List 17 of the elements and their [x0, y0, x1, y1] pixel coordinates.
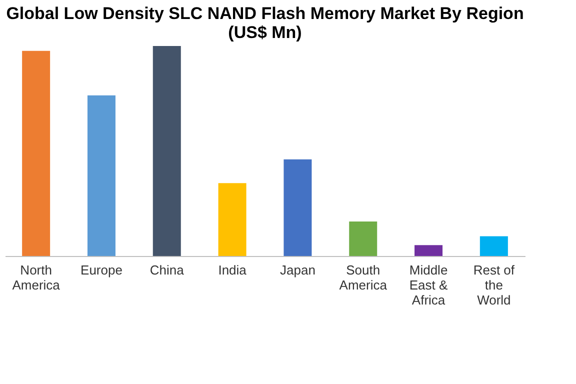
x-tick-label: South America: [339, 262, 388, 292]
bar: [87, 95, 116, 256]
bar: [152, 46, 181, 256]
x-tick-label: Middle East & Africa: [409, 262, 448, 308]
x-tick-label: India: [218, 262, 248, 278]
bar: [414, 245, 443, 256]
x-tick-label: China: [150, 262, 185, 278]
bar: [349, 222, 378, 256]
x-tick-label: Japan: [280, 262, 316, 278]
bar: [284, 159, 312, 256]
bar: [218, 183, 246, 256]
x-tick-label: Rest of the World: [473, 262, 515, 308]
bar: [480, 236, 508, 256]
x-tick-label: North America: [12, 262, 61, 292]
bar: [22, 50, 50, 256]
x-tick-label: Europe: [80, 262, 122, 278]
chart-title: Global Low Density SLC NAND Flash Memory Market By Region (US$ Mn): [6, 4, 524, 42]
